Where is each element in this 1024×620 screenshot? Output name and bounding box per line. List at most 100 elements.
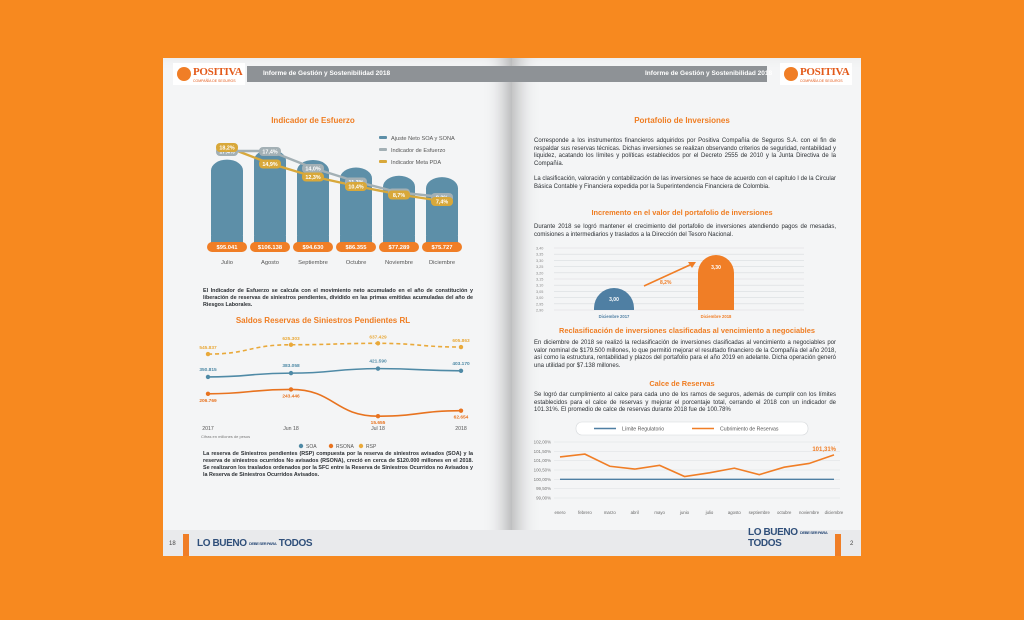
series-line-rsp — [207, 342, 462, 355]
series-point-soa-0 — [205, 374, 211, 380]
legend-label-2: RSP — [366, 444, 377, 450]
series-point-rsona-3 — [458, 408, 464, 413]
bar-value-label-1: $106.138 — [258, 245, 283, 251]
x-tick-5: junio — [679, 510, 690, 515]
portfolio-value-0: 3,00 — [609, 297, 619, 303]
legend-label-coverage: Cubrimiento de Reservas — [720, 427, 779, 433]
legend-dot-1 — [328, 443, 334, 449]
goal-point-2 — [302, 172, 324, 182]
bar-base-2 — [297, 236, 329, 246]
legend-label-0: SOA — [306, 444, 317, 450]
legend-label-1: Indicador de Esfuerzo — [391, 148, 445, 154]
header-bar — [247, 66, 512, 82]
slogan-todos: TODOS — [278, 538, 313, 549]
y-tick-7: 3,05 — [536, 290, 543, 294]
page-number-right: 2 — [850, 541, 854, 547]
x-tick-1: febrero — [578, 510, 592, 515]
growth-label: 8,2% — [660, 280, 672, 286]
y-tick-4: 100,00% — [534, 477, 551, 482]
footer-slogan-right: LO BUENO DEBE SER PARA TODOS — [748, 527, 861, 549]
reclass-paragraph: En diciembre de 2018 se realizó la recla… — [534, 340, 836, 369]
category-label-1: Jun 18 — [283, 426, 299, 432]
logo-subtitle: COMPAÑÍA DE SEGUROS — [193, 79, 236, 83]
bar-base-5 — [426, 236, 458, 246]
goal-label-1: 14,9% — [262, 162, 277, 168]
footer-right: LO BUENO DEBE SER PARA TODOS 2 — [512, 527, 861, 556]
series-label-rsp-3: 605.863 — [452, 338, 470, 344]
reserves-note: Cifras en millones de pesos — [201, 434, 250, 439]
x-tick-11: diciembre — [825, 510, 844, 515]
calce-chart: Límite Regulatorio Cubrimiento de Reserva… — [534, 421, 844, 515]
bar-0 — [211, 159, 243, 246]
y-tick-2: 101,00% — [534, 458, 551, 463]
y-tick-5: 3,15 — [536, 278, 543, 282]
y-tick-4: 3,20 — [536, 271, 543, 275]
logo-badge-icon — [784, 67, 798, 81]
series-label-rsp-1: 625.303 — [282, 336, 300, 342]
footer-left: LO BUENO DEBE SER PARA TODOS 18 — [163, 530, 512, 556]
y-tick-6: 99,00% — [536, 496, 551, 501]
footer-accent — [183, 534, 189, 556]
effort-point-1 — [259, 147, 281, 156]
series-label-rsona-2: 15.655 — [371, 420, 386, 426]
series-label-rsona-3: 62.654 — [454, 415, 469, 421]
bar-base-1 — [254, 236, 286, 246]
bar-value-label-4: $77.289 — [389, 245, 411, 251]
effort-label-2: 14,0% — [305, 167, 320, 173]
series-line-rsona — [207, 388, 462, 417]
goal-point-3 — [345, 182, 367, 191]
slogan-lo-bueno-right: LO BUENO — [748, 527, 798, 538]
portfolio-bar-1 — [698, 255, 734, 310]
portfolio-chart: 3,40 3,35 3,30 3,25 3,20 3,15 3,10 3,05 3,00 2,95… — [536, 247, 804, 319]
goal-point-0 — [216, 143, 238, 152]
legend-swatch-1 — [379, 148, 387, 151]
slogan-small: DEBE SER PARA — [248, 540, 277, 546]
goal-point-5 — [431, 197, 453, 206]
logo-badge-icon — [177, 67, 191, 81]
series-label-rsp-2: 637.429 — [369, 334, 387, 340]
legend-swatch-2 — [379, 160, 387, 163]
series-point-soa-1 — [288, 370, 294, 376]
bar-base-0 — [211, 236, 243, 246]
category-label-0: Julio — [221, 260, 233, 266]
category-label-3: 2018 — [455, 426, 467, 432]
effort-chart: Ajuste Neto SOA y SONA Indicador de Esfue… — [207, 136, 462, 266]
effort-paragraph: El Indicador de Esfuerzo se calcula con … — [203, 288, 473, 308]
portfolio-category-0: Diciembre 2017 — [599, 314, 630, 319]
x-tick-7: agosto — [728, 510, 742, 515]
slogan-small-right: DEBE SER PARA — [799, 529, 828, 535]
series-point-soa-2 — [375, 366, 381, 371]
legend-dot-0 — [298, 443, 304, 449]
coverage-line — [559, 453, 835, 478]
category-label-3: Octubre — [346, 260, 367, 266]
footer-accent-right — [835, 534, 841, 556]
series-point-rsp-3 — [458, 344, 464, 350]
portfolio-value-1: 3,30 — [711, 265, 721, 271]
slogan-todos-right: TODOS — [748, 538, 782, 549]
x-tick-2: marzo — [604, 510, 617, 515]
series-label-rsona-0: 206.769 — [199, 398, 217, 404]
category-label-0: 2017 — [202, 426, 214, 432]
category-label-1: Agosto — [261, 260, 279, 266]
legend-label-0: Ajuste Neto SOA y SONA — [391, 136, 455, 142]
y-tick-1: 3,35 — [536, 253, 543, 257]
x-tick-3: abril — [631, 510, 639, 515]
series-point-rsona-2 — [375, 413, 381, 419]
bar-value-label-3: $86.355 — [346, 245, 368, 251]
portfolio-paragraph-1: Corresponde a los instrumentos financier… — [534, 138, 836, 167]
series-point-rsp-2 — [375, 341, 381, 346]
calce-paragraph: Se logró dar cumplimiento al calce para … — [534, 392, 836, 414]
goal-point-1 — [259, 159, 281, 169]
legend-label-2: Indicador Meta PDA — [391, 160, 441, 166]
bar-base-4 — [383, 236, 415, 246]
bar-value-tag-4 — [379, 242, 419, 252]
bar-5 — [426, 177, 458, 246]
bar-value-tag-0 — [207, 242, 247, 252]
series-label-soa-1: 383.058 — [282, 363, 300, 369]
header-title: Informe de Gestión y Sostenibilidad 2018 — [263, 70, 391, 77]
header-bar-right — [512, 66, 767, 82]
series-line-soa — [207, 367, 462, 378]
portfolio-bar-0 — [594, 288, 634, 310]
y-tick-0: 102,00% — [534, 440, 551, 445]
y-tick-0: 3,40 — [536, 247, 543, 251]
